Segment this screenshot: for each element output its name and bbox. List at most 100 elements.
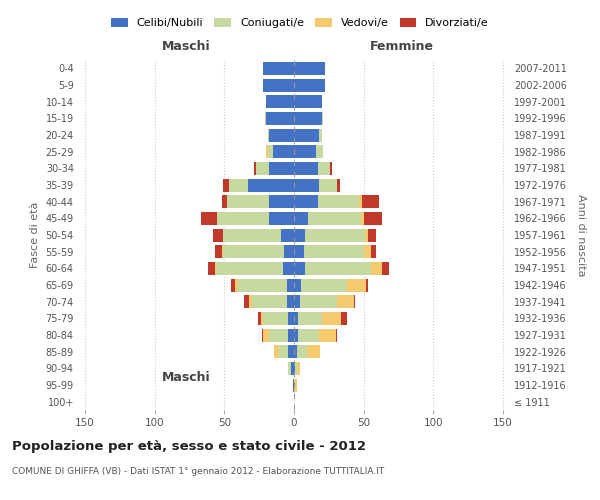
Bar [294, 295, 299, 308]
Bar [304, 245, 364, 258]
Bar [287, 295, 294, 308]
Bar [208, 262, 215, 275]
Bar [231, 278, 235, 291]
Bar [248, 178, 294, 192]
Bar [250, 295, 252, 308]
Bar [260, 312, 263, 325]
Bar [294, 62, 325, 75]
Bar [361, 212, 364, 225]
Bar [215, 262, 216, 275]
Bar [301, 278, 347, 291]
Bar [297, 362, 299, 375]
Bar [347, 278, 367, 291]
Bar [364, 212, 382, 225]
Bar [307, 345, 320, 358]
Bar [223, 178, 229, 192]
Bar [294, 195, 317, 208]
Bar [269, 162, 294, 175]
Bar [330, 162, 332, 175]
Bar [278, 345, 289, 358]
Bar [281, 228, 294, 241]
Bar [252, 295, 287, 308]
Bar [235, 278, 238, 291]
Bar [221, 245, 223, 258]
Bar [263, 78, 294, 92]
Bar [268, 128, 269, 141]
Bar [223, 245, 284, 258]
Bar [322, 312, 341, 325]
Bar [294, 145, 316, 158]
Bar [227, 195, 269, 208]
Bar [289, 362, 291, 375]
Bar [322, 112, 323, 125]
Bar [299, 295, 337, 308]
Bar [336, 328, 337, 342]
Bar [294, 178, 319, 192]
Bar [266, 145, 268, 158]
Bar [382, 262, 389, 275]
Bar [238, 278, 287, 291]
Bar [319, 328, 336, 342]
Bar [294, 128, 319, 141]
Bar [268, 145, 273, 158]
Bar [200, 212, 217, 225]
Bar [291, 362, 294, 375]
Bar [298, 312, 322, 325]
Text: COMUNE DI GHIFFA (VB) - Dati ISTAT 1° gennaio 2012 - Elaborazione TUTTITALIA.IT: COMUNE DI GHIFFA (VB) - Dati ISTAT 1° ge… [12, 468, 384, 476]
Bar [294, 262, 305, 275]
Bar [294, 378, 297, 392]
Bar [266, 95, 294, 108]
Bar [294, 78, 325, 92]
Bar [371, 245, 376, 258]
Bar [294, 328, 298, 342]
Bar [364, 245, 371, 258]
Bar [269, 328, 289, 342]
Bar [273, 145, 294, 158]
Bar [216, 262, 283, 275]
Bar [287, 278, 294, 291]
Legend: Celibi/Nubili, Coniugati/e, Vedovi/e, Divorziati/e: Celibi/Nubili, Coniugati/e, Vedovi/e, Di… [107, 13, 493, 32]
Bar [294, 228, 305, 241]
Bar [362, 195, 379, 208]
Bar [221, 195, 227, 208]
Bar [295, 362, 297, 375]
Bar [283, 262, 294, 275]
Bar [359, 195, 362, 208]
Bar [262, 328, 263, 342]
Bar [367, 278, 368, 291]
Bar [217, 212, 269, 225]
Bar [269, 212, 294, 225]
Bar [294, 245, 304, 258]
Bar [229, 178, 248, 192]
Bar [256, 162, 269, 175]
Bar [368, 228, 376, 241]
Bar [215, 245, 221, 258]
Bar [317, 162, 330, 175]
Bar [337, 178, 340, 192]
Bar [265, 112, 266, 125]
Bar [269, 195, 294, 208]
Bar [263, 312, 289, 325]
Bar [371, 262, 382, 275]
Bar [289, 312, 294, 325]
Bar [254, 162, 256, 175]
Bar [337, 295, 354, 308]
Bar [294, 345, 297, 358]
Bar [294, 95, 322, 108]
Bar [294, 312, 298, 325]
Bar [244, 295, 250, 308]
Bar [317, 195, 359, 208]
Bar [341, 312, 347, 325]
Bar [284, 245, 294, 258]
Bar [294, 162, 317, 175]
Bar [294, 278, 301, 291]
Text: Popolazione per età, sesso e stato civile - 2012: Popolazione per età, sesso e stato civil… [12, 440, 366, 453]
Bar [319, 178, 337, 192]
Bar [316, 145, 323, 158]
Bar [258, 312, 260, 325]
Bar [294, 112, 322, 125]
Bar [297, 345, 307, 358]
Y-axis label: Fasce di età: Fasce di età [30, 202, 40, 268]
Bar [365, 228, 368, 241]
Bar [308, 212, 361, 225]
